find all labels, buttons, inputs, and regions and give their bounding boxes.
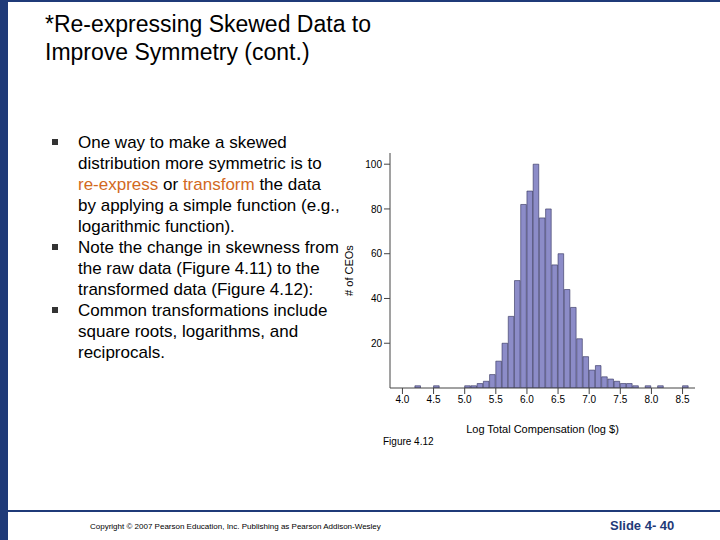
svg-text:6.0: 6.0: [520, 394, 534, 405]
html-text:Figure 4.12: Figure 4.12: [383, 436, 434, 447]
svg-text:40: 40: [371, 293, 383, 304]
html-text:Note the change in skewness fr: Note the change in skewness from the raw…: [78, 238, 339, 299]
svg-text:8.0: 8.0: [644, 394, 658, 405]
html-text:*Re-expressing Skewed Data to: *Re-expressing Skewed Data to Improve Sy…: [45, 11, 371, 65]
svg-text:80: 80: [371, 204, 383, 215]
svg-text:4.5: 4.5: [427, 394, 441, 405]
svg-text:5.5: 5.5: [489, 394, 503, 405]
svg-text:Log Total Compensation (log $): Log Total Compensation (log $): [466, 423, 619, 435]
svg-text:7.0: 7.0: [582, 394, 596, 405]
svg-text:5.0: 5.0: [458, 394, 472, 405]
html-text:Slide 4- 40: Slide 4- 40: [610, 518, 675, 533]
svg-text:6.5: 6.5: [551, 394, 565, 405]
svg-text:60: 60: [371, 248, 383, 259]
html-text:Common transformations include: Common transformations include square ro…: [78, 301, 328, 362]
html-text:One way to make a skewed distr: One way to make a skewed distribution mo…: [78, 133, 322, 173]
svg-text:7.5: 7.5: [613, 394, 627, 405]
svg-text:20: 20: [371, 338, 383, 349]
svg-text:4.0: 4.0: [395, 394, 409, 405]
svg-text:100: 100: [365, 159, 382, 170]
html-text:re-express or transform the da: re-express or transform the data by appl…: [78, 175, 340, 236]
svg-text:# of CEOs: # of CEOs: [343, 245, 355, 296]
html-text:Copyright © 2007 Pearson Educa: Copyright © 2007 Pearson Education, Inc.…: [90, 522, 381, 531]
svg-text:8.5: 8.5: [676, 394, 690, 405]
